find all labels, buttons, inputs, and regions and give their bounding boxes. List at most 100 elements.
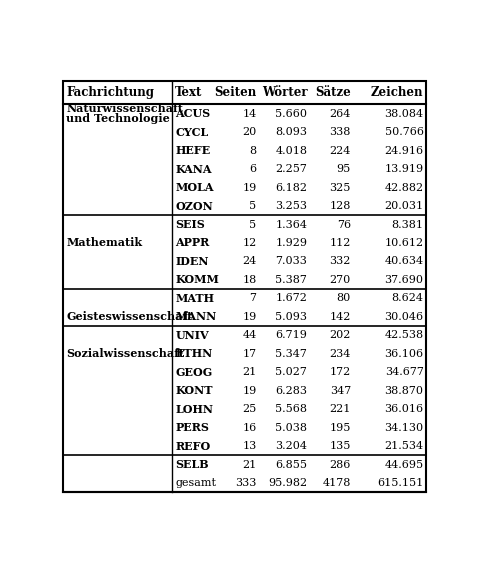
Text: OZON: OZON	[175, 200, 213, 212]
Text: 270: 270	[330, 275, 351, 285]
Text: ACUS: ACUS	[175, 108, 210, 119]
Text: 16: 16	[242, 423, 257, 433]
Text: 202: 202	[329, 330, 351, 341]
Text: 3.253: 3.253	[275, 201, 307, 211]
Text: KONT: KONT	[175, 385, 213, 396]
Text: 50.766: 50.766	[384, 127, 424, 137]
Text: 21: 21	[242, 367, 257, 377]
Text: 21: 21	[242, 459, 257, 470]
Text: 142: 142	[329, 312, 351, 322]
Text: 1.929: 1.929	[275, 238, 307, 248]
Text: 34.130: 34.130	[384, 423, 424, 433]
Text: 13.919: 13.919	[384, 164, 424, 174]
Text: 34.677: 34.677	[385, 367, 424, 377]
Text: 8.381: 8.381	[391, 220, 424, 230]
Text: 19: 19	[242, 312, 257, 322]
Text: 6.855: 6.855	[275, 459, 307, 470]
Text: 10.612: 10.612	[384, 238, 424, 248]
Text: 80: 80	[337, 293, 351, 303]
Text: GEOG: GEOG	[175, 367, 213, 378]
Text: 172: 172	[330, 367, 351, 377]
Text: 42.538: 42.538	[384, 330, 424, 341]
Text: 36.106: 36.106	[384, 349, 424, 359]
Text: Sätze: Sätze	[315, 86, 351, 99]
Text: 40.634: 40.634	[384, 257, 424, 266]
Text: 8: 8	[250, 146, 257, 155]
Text: Mathematik: Mathematik	[66, 238, 142, 248]
Text: Wörter: Wörter	[262, 86, 307, 99]
Text: KOMM: KOMM	[175, 274, 219, 285]
Text: Sozialwissenschaft: Sozialwissenschaft	[66, 348, 185, 359]
Text: 13: 13	[242, 441, 257, 451]
Text: PERS: PERS	[175, 422, 209, 434]
Text: 1.672: 1.672	[275, 293, 307, 303]
Text: 615.151: 615.151	[377, 478, 424, 488]
Text: 38.084: 38.084	[384, 109, 424, 119]
Text: SEIS: SEIS	[175, 219, 205, 230]
Text: 8.624: 8.624	[391, 293, 424, 303]
Text: CYCL: CYCL	[175, 127, 208, 137]
Text: 19: 19	[242, 182, 257, 193]
Text: 112: 112	[329, 238, 351, 248]
Text: Fachrichtung: Fachrichtung	[66, 86, 154, 99]
Text: 5.347: 5.347	[275, 349, 307, 359]
Text: 4178: 4178	[323, 478, 351, 488]
Text: UNIV: UNIV	[175, 330, 209, 341]
Text: SELB: SELB	[175, 459, 209, 470]
Text: 5.387: 5.387	[275, 275, 307, 285]
Text: 5.660: 5.660	[275, 109, 307, 119]
Text: 76: 76	[337, 220, 351, 230]
Text: 6.283: 6.283	[275, 386, 307, 396]
Text: ETHN: ETHN	[175, 348, 213, 359]
Text: 5: 5	[250, 201, 257, 211]
Text: APPR: APPR	[175, 238, 209, 248]
Text: 24.916: 24.916	[384, 146, 424, 155]
Text: 2.257: 2.257	[275, 164, 307, 174]
Text: Seiten: Seiten	[214, 86, 257, 99]
Text: 24: 24	[242, 257, 257, 266]
Text: 6.719: 6.719	[275, 330, 307, 341]
Text: 6: 6	[250, 164, 257, 174]
Text: MATH: MATH	[175, 293, 214, 304]
Text: 1.364: 1.364	[275, 220, 307, 230]
Text: 20.031: 20.031	[384, 201, 424, 211]
Text: 264: 264	[329, 109, 351, 119]
Text: HEFE: HEFE	[175, 145, 211, 156]
Text: 4.018: 4.018	[275, 146, 307, 155]
Text: LOHN: LOHN	[175, 404, 213, 415]
Text: 37.690: 37.690	[384, 275, 424, 285]
Text: 17: 17	[242, 349, 257, 359]
Text: Naturwissenschaft: Naturwissenschaft	[66, 103, 183, 114]
Text: 195: 195	[329, 423, 351, 433]
Text: 12: 12	[242, 238, 257, 248]
Text: 325: 325	[329, 182, 351, 193]
Text: REFO: REFO	[175, 441, 211, 452]
Text: 5.568: 5.568	[275, 404, 307, 414]
Text: 332: 332	[329, 257, 351, 266]
Text: 20: 20	[242, 127, 257, 137]
Text: 6.182: 6.182	[275, 182, 307, 193]
Text: 5.027: 5.027	[275, 367, 307, 377]
Text: 44.695: 44.695	[384, 459, 424, 470]
Text: 5.038: 5.038	[275, 423, 307, 433]
Text: 3.204: 3.204	[275, 441, 307, 451]
Text: 333: 333	[235, 478, 257, 488]
Text: 338: 338	[329, 127, 351, 137]
Text: gesamt: gesamt	[175, 478, 217, 488]
Text: MANN: MANN	[175, 311, 217, 323]
Text: 19: 19	[242, 386, 257, 396]
Text: 42.882: 42.882	[384, 182, 424, 193]
Text: 38.870: 38.870	[384, 386, 424, 396]
Text: 44: 44	[242, 330, 257, 341]
Text: 221: 221	[329, 404, 351, 414]
Text: 8.093: 8.093	[275, 127, 307, 137]
Text: 347: 347	[330, 386, 351, 396]
Text: Text: Text	[175, 86, 203, 99]
Text: Zeichen: Zeichen	[371, 86, 424, 99]
Text: 36.016: 36.016	[384, 404, 424, 414]
Text: 135: 135	[329, 441, 351, 451]
Text: 286: 286	[329, 459, 351, 470]
Text: Geisteswissenschaft: Geisteswissenschaft	[66, 311, 193, 323]
Text: 25: 25	[242, 404, 257, 414]
Text: 18: 18	[242, 275, 257, 285]
